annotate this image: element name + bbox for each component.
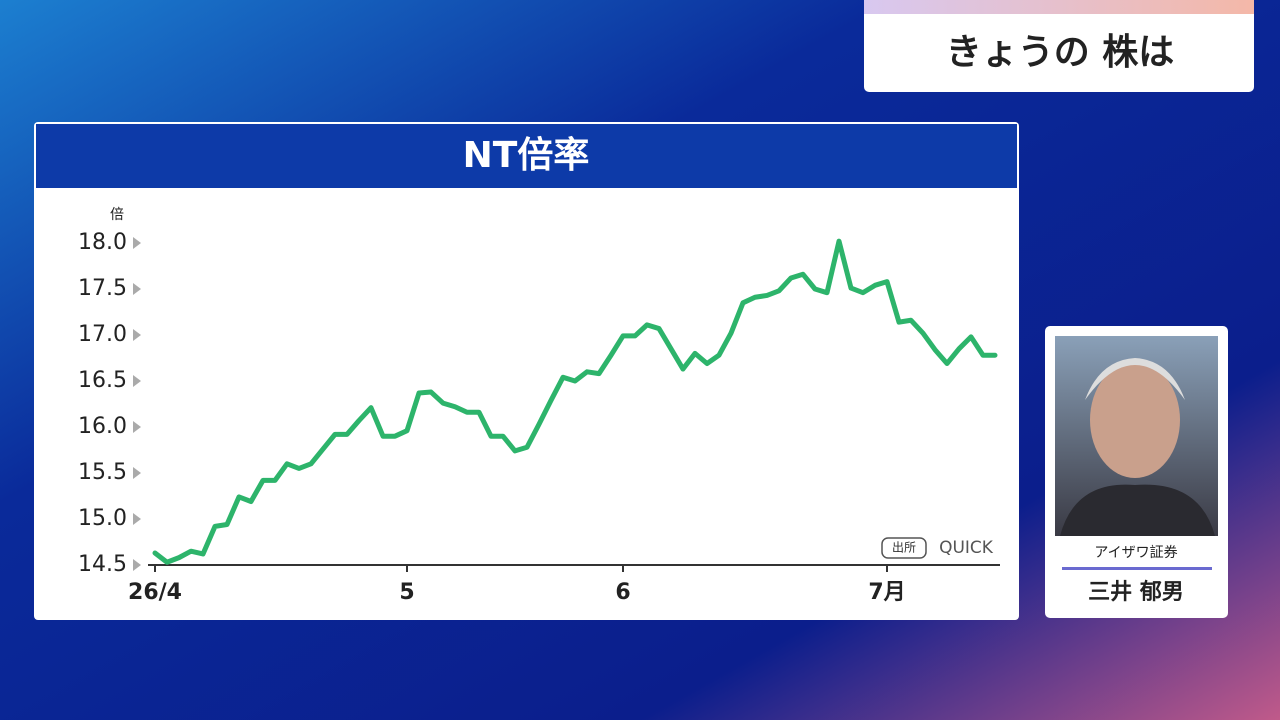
source-badge xyxy=(881,537,927,559)
y-tick-mark xyxy=(133,329,141,341)
y-tick-label: 16.5 xyxy=(78,368,127,393)
y-tick-label: 18.0 xyxy=(78,230,127,255)
guest-divider xyxy=(1062,567,1212,570)
y-tick-label: 15.0 xyxy=(78,506,127,531)
source-label: 出所 xyxy=(892,541,916,555)
y-tick-label: 16.0 xyxy=(78,414,127,439)
photo-face xyxy=(1090,362,1180,478)
chart-title: NT倍率 xyxy=(463,135,590,176)
x-tick-label: 6 xyxy=(615,580,630,605)
y-tick-label: 15.5 xyxy=(78,460,127,485)
photo-hair xyxy=(1085,358,1185,400)
y-tick-mark xyxy=(133,467,141,479)
photo-suit xyxy=(1060,484,1215,536)
y-tick-mark xyxy=(133,283,141,295)
y-tick-mark xyxy=(133,237,141,249)
header-title: きょうの 株は xyxy=(946,32,1175,73)
y-unit: 倍 xyxy=(110,207,124,223)
y-tick-mark xyxy=(133,559,141,571)
y-tick-mark xyxy=(133,421,141,433)
plot: 14.5 15.0 15.5 16.0 16.5 17.0 17.5 18.0 26/4 5 6 7月 xyxy=(78,230,1000,605)
chart-header xyxy=(36,124,1017,188)
y-tick-mark xyxy=(133,513,141,525)
y-tick-label: 17.0 xyxy=(78,322,127,347)
source: QUICK xyxy=(939,538,994,558)
y-tick-label: 17.5 xyxy=(78,276,127,301)
y-tick-label: 14.5 xyxy=(78,552,127,577)
header-box xyxy=(864,0,1254,92)
guest-name: 三井 郁男 xyxy=(1088,579,1184,605)
data-line xyxy=(152,238,998,565)
y-tick-mark xyxy=(133,375,141,387)
x-tick-label: 5 xyxy=(399,580,414,605)
chart-panel xyxy=(34,122,1019,620)
x-tick-label: 26/4 xyxy=(128,580,182,605)
header-stripe xyxy=(864,0,1254,14)
x-tick-label: 7月 xyxy=(868,580,905,605)
guest-company: アイザワ証券 xyxy=(1094,545,1177,561)
